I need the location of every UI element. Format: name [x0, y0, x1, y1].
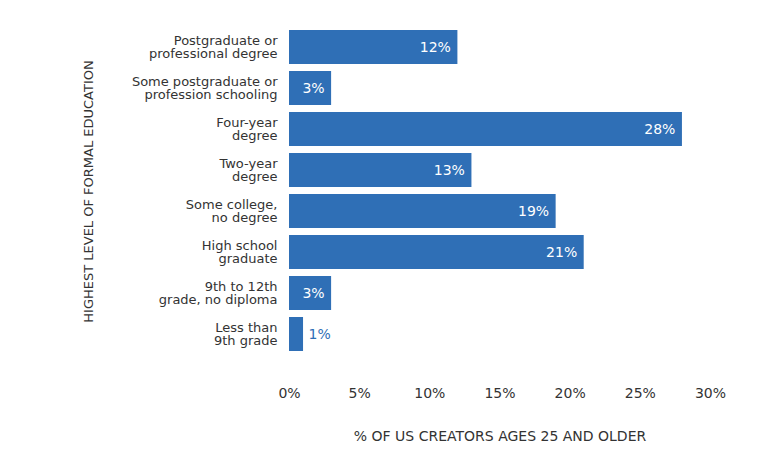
- svg-text:9th to 12thgrade, no diploma: 9th to 12thgrade, no diploma: [159, 279, 278, 307]
- svg-text:20%: 20%: [555, 385, 586, 401]
- svg-text:Less than9th grade: Less than9th grade: [214, 320, 278, 348]
- svg-text:Four-yeardegree: Four-yeardegree: [216, 115, 278, 143]
- svg-text:25%: 25%: [625, 385, 656, 401]
- svg-text:% OF US CREATORS AGES 25 AND O: % OF US CREATORS AGES 25 AND OLDER: [354, 428, 647, 444]
- svg-text:Some college,no degree: Some college,no degree: [186, 197, 278, 225]
- svg-text:3%: 3%: [302, 285, 324, 301]
- svg-text:Some postgraduate orprofession: Some postgraduate orprofession schooling: [132, 74, 278, 102]
- svg-text:30%: 30%: [695, 385, 726, 401]
- svg-text:12%: 12%: [420, 39, 451, 55]
- svg-text:21%: 21%: [546, 244, 577, 260]
- svg-text:19%: 19%: [518, 203, 549, 219]
- svg-text:3%: 3%: [302, 80, 324, 96]
- svg-text:1%: 1%: [309, 326, 331, 342]
- svg-text:Two-yeardegree: Two-yeardegree: [218, 156, 278, 184]
- svg-text:Postgraduate orprofessional de: Postgraduate orprofessional degree: [149, 33, 278, 61]
- svg-text:HIGHEST LEVEL OF FORMAL EDUCAT: HIGHEST LEVEL OF FORMAL EDUCATION: [81, 60, 96, 322]
- svg-text:28%: 28%: [644, 121, 675, 137]
- svg-text:5%: 5%: [349, 385, 371, 401]
- svg-text:10%: 10%: [414, 385, 445, 401]
- svg-text:High schoolgraduate: High schoolgraduate: [202, 238, 278, 266]
- svg-text:13%: 13%: [434, 162, 465, 178]
- svg-text:0%: 0%: [278, 385, 300, 401]
- svg-text:15%: 15%: [484, 385, 515, 401]
